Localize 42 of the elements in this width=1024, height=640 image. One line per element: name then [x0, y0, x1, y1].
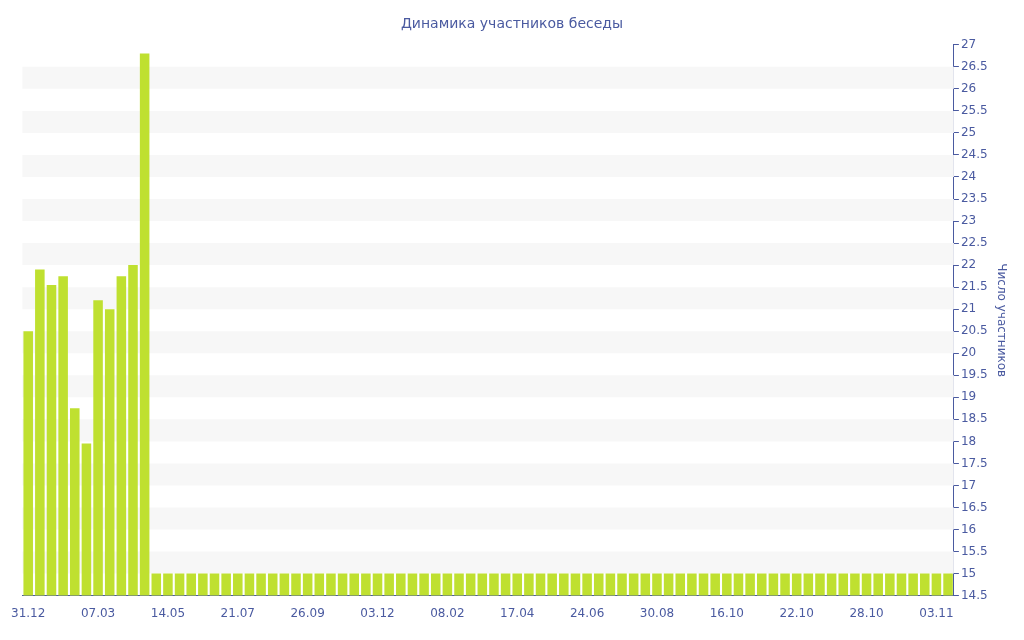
y-tick-label: 21 [960, 301, 977, 316]
x-tick-label: 21.07 [220, 605, 255, 620]
x-tick-label: 22.10 [779, 605, 814, 620]
y-tick-label: 19 [960, 389, 977, 404]
y-tick-label: 16 [960, 521, 977, 536]
y-tick-label: 20 [960, 345, 977, 360]
y-tick-label: 27 [960, 36, 977, 51]
y-tick-label: 19.5 [960, 367, 988, 382]
x-tick-label: 17.04 [500, 605, 535, 620]
x-tick-label: 31.12 [11, 605, 46, 620]
y-tick-label: 14.5 [960, 587, 988, 602]
y-tick-label: 25 [960, 125, 977, 140]
x-tick-label: 24.06 [569, 605, 605, 620]
x-tick-label: 30.08 [639, 605, 675, 620]
y-tick-label: 23.5 [960, 191, 988, 206]
y-tick-label: 15 [960, 565, 977, 580]
chart-title: Динамика участников беседы [400, 15, 624, 32]
y-tick-label: 22 [960, 257, 977, 272]
x-tick-label: 07.03 [80, 605, 116, 620]
x-tick-label: 14.05 [150, 605, 186, 620]
x-tick-label: 16.10 [709, 605, 745, 620]
y-tick-label: 25.5 [960, 103, 988, 118]
y-tick-label: 24.5 [960, 147, 988, 162]
x-tick-label: 08.02 [430, 605, 465, 620]
y-tick-label: 24 [960, 169, 977, 184]
y-axis-title: Число участников [994, 263, 1009, 378]
y-tick-label: 16.5 [960, 499, 988, 514]
y-tick-label: 17 [960, 477, 977, 492]
y-tick-label: 18 [960, 433, 977, 448]
y-tick-label: 23 [960, 213, 977, 228]
y-tick-label: 26 [960, 80, 977, 95]
y-tick-label: 26.5 [960, 58, 988, 73]
x-tick-label: 26.09 [290, 605, 325, 620]
y-tick-label: 22.5 [960, 235, 988, 250]
x-tick-label: 03.12 [360, 605, 395, 620]
y-tick-label: 18.5 [960, 411, 988, 426]
x-tick-label: 03.11 [919, 605, 954, 620]
y-tick-label: 17.5 [960, 455, 988, 470]
y-tick-label: 15.5 [960, 543, 988, 558]
y-tick-label: 21.5 [960, 279, 988, 294]
y-tick-label: 20.5 [960, 323, 988, 338]
x-tick-label: 28.10 [849, 605, 884, 620]
